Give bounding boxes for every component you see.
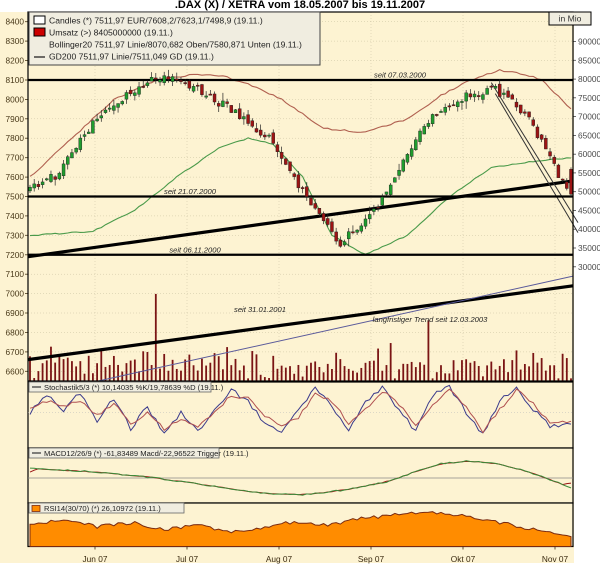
svg-text:50000: 50000 (578, 187, 600, 197)
svg-text:seit 21.07.2000: seit 21.07.2000 (164, 187, 217, 196)
svg-text:40000: 40000 (578, 224, 600, 234)
svg-text:Umsatz (>) 8405000000 (19.11.): Umsatz (>) 8405000000 (19.11.) (49, 28, 173, 38)
svg-text:7600: 7600 (6, 172, 25, 182)
svg-text:Okt 07: Okt 07 (451, 554, 476, 564)
svg-text:Stochastik5/3 (*) 10,14035 %K/: Stochastik5/3 (*) 10,14035 %K/19,78639 %… (44, 383, 224, 392)
svg-text:Jul 07: Jul 07 (176, 554, 199, 564)
svg-text:7900: 7900 (6, 114, 25, 124)
svg-text:7400: 7400 (6, 211, 25, 221)
svg-text:GD200 7511,97 Linie/7511,049 G: GD200 7511,97 Linie/7511,049 GD (19.11.) (49, 52, 214, 62)
svg-text:seit 31.01.2001: seit 31.01.2001 (234, 305, 286, 314)
svg-text:7300: 7300 (6, 230, 25, 240)
svg-text:RSI14(30/70) (*) 26,10972 (19.: RSI14(30/70) (*) 26,10972 (19.11.) (44, 504, 161, 513)
svg-text:in Mio: in Mio (559, 14, 582, 24)
svg-text:45000: 45000 (578, 206, 600, 216)
svg-text:60000: 60000 (578, 149, 600, 159)
svg-text:8100: 8100 (6, 75, 25, 85)
svg-text:8000: 8000 (6, 94, 25, 104)
svg-text:Jun 07: Jun 07 (83, 554, 108, 564)
svg-text:7100: 7100 (6, 269, 25, 279)
svg-text:65000: 65000 (578, 130, 600, 140)
svg-text:70000: 70000 (578, 112, 600, 122)
svg-text:Aug 07: Aug 07 (266, 554, 293, 564)
svg-text:8400: 8400 (6, 17, 25, 27)
svg-text:Sep 07: Sep 07 (358, 554, 385, 564)
svg-text:6700: 6700 (6, 347, 25, 357)
svg-text:8300: 8300 (6, 36, 25, 46)
svg-text:seit 07.03.2000: seit 07.03.2000 (374, 71, 427, 80)
svg-text:Nov 07: Nov 07 (542, 554, 569, 564)
svg-text:90000: 90000 (578, 37, 600, 47)
svg-text:7500: 7500 (6, 192, 25, 202)
svg-text:langfristiger Trend seit 12.03: langfristiger Trend seit 12.03.2003 (373, 315, 488, 324)
svg-text:85000: 85000 (578, 55, 600, 65)
svg-text:7000: 7000 (6, 289, 25, 299)
svg-text:seit 06.11.2000: seit 06.11.2000 (169, 246, 221, 255)
svg-text:7200: 7200 (6, 250, 25, 260)
svg-text:7700: 7700 (6, 153, 25, 163)
svg-text:6900: 6900 (6, 308, 25, 318)
svg-text:8200: 8200 (6, 56, 25, 66)
svg-text:7800: 7800 (6, 133, 25, 143)
svg-text:6800: 6800 (6, 327, 25, 337)
svg-text:35000: 35000 (578, 243, 600, 253)
svg-text:75000: 75000 (578, 93, 600, 103)
svg-text:MACD12/26/9 (*) -61,83489 Macd: MACD12/26/9 (*) -61,83489 Macd/-22,96522… (44, 449, 249, 458)
svg-text:Candles (*) 7511,97 EUR/7608,2: Candles (*) 7511,97 EUR/7608,2/7623,1/74… (49, 16, 263, 26)
svg-text:30000: 30000 (578, 262, 600, 272)
svg-text:6600: 6600 (6, 366, 25, 376)
svg-text:55000: 55000 (578, 168, 600, 178)
svg-text:80000: 80000 (578, 74, 600, 84)
svg-text:Bollinger20 7511,97 Linie/8070: Bollinger20 7511,97 Linie/8070,682 Oben/… (49, 40, 302, 50)
